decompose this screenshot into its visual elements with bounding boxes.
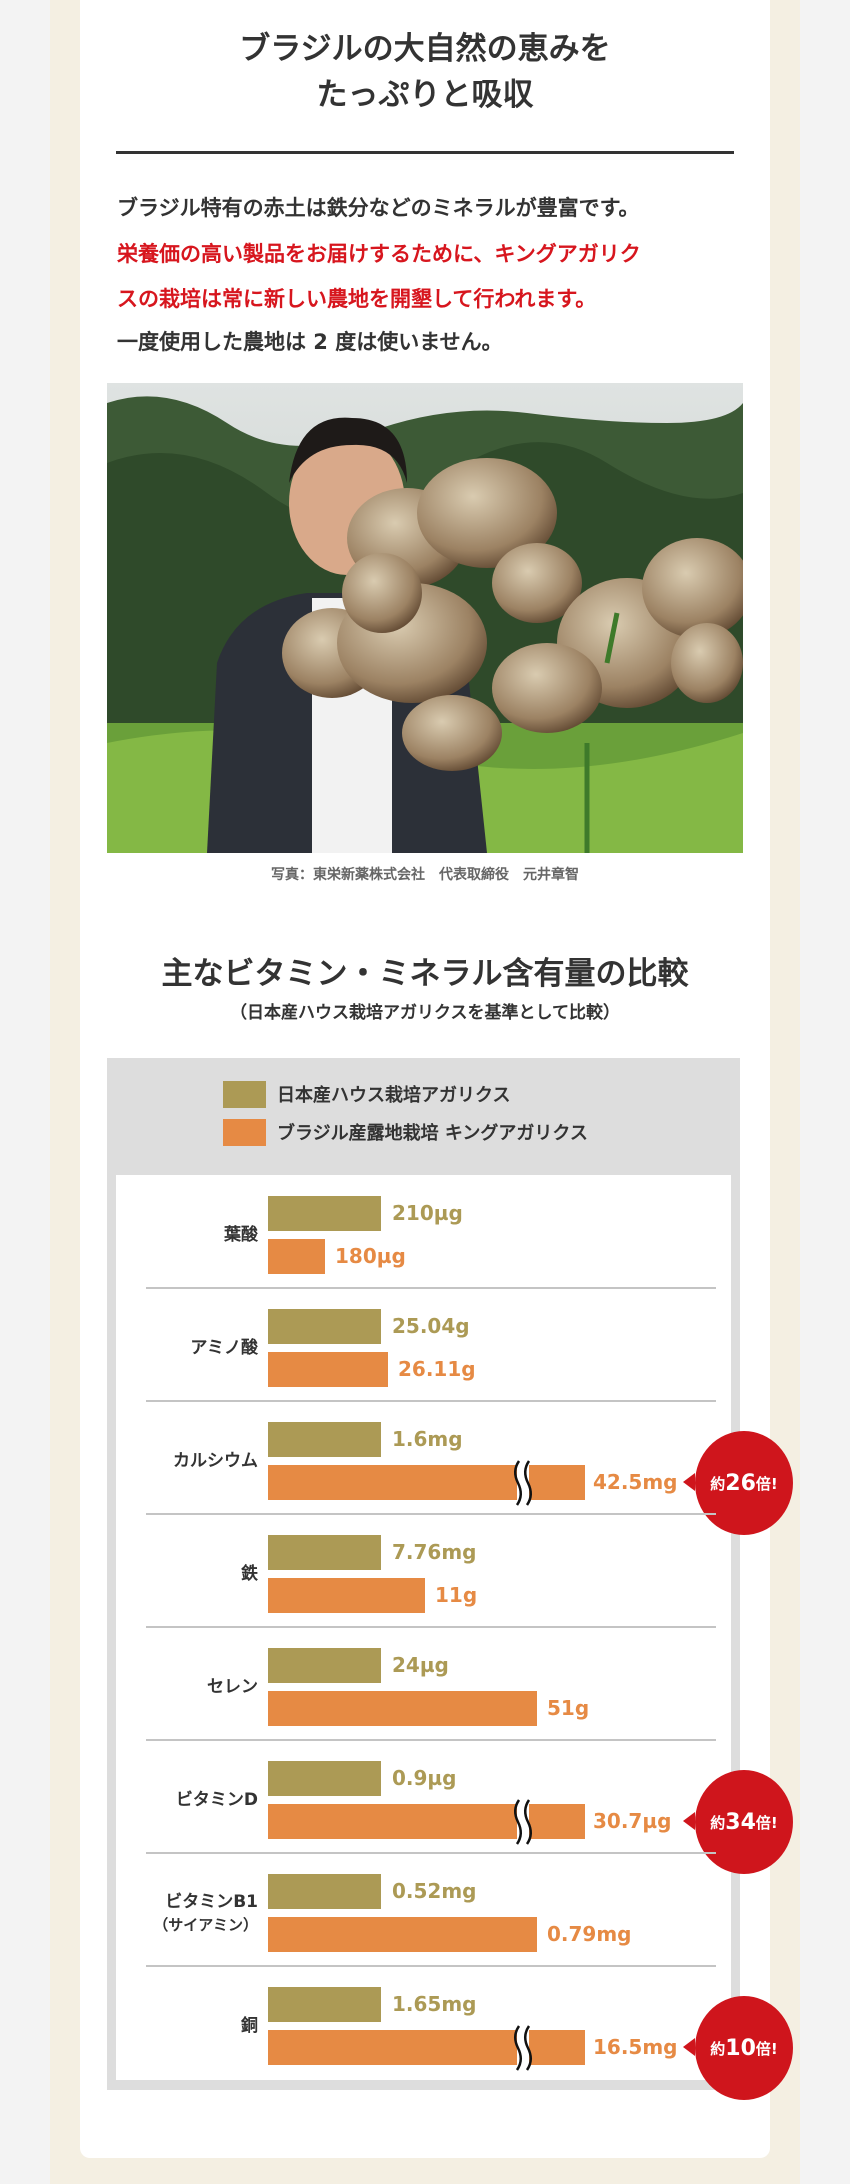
value-brazil: 30.7µg xyxy=(593,1809,672,1833)
row-separator xyxy=(146,1965,716,1967)
row-separator xyxy=(146,1626,716,1628)
value-japan: 24µg xyxy=(392,1653,449,1677)
badge-prefix: 約 xyxy=(710,2039,726,2058)
legend-swatch-japan xyxy=(223,1081,266,1108)
bar-brazil xyxy=(268,1239,325,1274)
section-title-line-2: たっぷりと吸収 xyxy=(316,77,534,113)
bar-brazil xyxy=(268,1917,537,1952)
value-japan: 0.9µg xyxy=(392,1766,457,1790)
badge-suffix: 倍! xyxy=(755,2039,778,2058)
value-brazil: 0.79mg xyxy=(547,1922,632,1946)
bar-brazil xyxy=(268,1352,388,1387)
badge-pointer xyxy=(683,1473,695,1491)
comparison-title: 主なビタミン・ミネラル含有量の比較 xyxy=(161,956,689,992)
legend-label-brazil: ブラジル産露地栽培 キングアガリクス xyxy=(277,1123,588,1144)
row-label: 葉酸 xyxy=(224,1225,258,1245)
row-separator xyxy=(146,1513,716,1515)
value-brazil: 11g xyxy=(435,1583,478,1607)
legend-swatch-brazil xyxy=(223,1119,266,1146)
badge-pointer xyxy=(683,2038,695,2056)
photo-caption: 写真：東栄新薬株式会社 代表取締役 元井章智 xyxy=(271,867,579,883)
paragraph-line-4: 一度使用した農地は 2 度は使いません。 xyxy=(117,330,503,354)
row-label: セレン xyxy=(207,1677,258,1697)
row-label: 銅 xyxy=(241,2016,258,2036)
comparison-subtitle: （日本産ハウス栽培アガリクスを基準として比較） xyxy=(230,1003,620,1023)
value-brazil: 26.11g xyxy=(398,1357,476,1381)
value-japan: 25.04g xyxy=(392,1314,470,1338)
badge-number: 10 xyxy=(725,2035,756,2061)
badge-suffix: 倍! xyxy=(755,1813,778,1832)
row-separator xyxy=(146,1852,716,1854)
value-japan: 210µg xyxy=(392,1201,463,1225)
legend-label-japan: 日本産ハウス栽培アガリクス xyxy=(277,1085,511,1106)
row-label: カルシウム xyxy=(173,1451,258,1471)
bar-japan xyxy=(268,1535,381,1570)
bar-japan xyxy=(268,1761,381,1796)
ratio-badge: 約 34 倍! xyxy=(695,1770,793,1874)
axis-break-icon xyxy=(510,1798,540,1846)
bar-japan xyxy=(268,1309,381,1344)
section-title-line-1: ブラジルの大自然の恵みを xyxy=(239,31,611,67)
paragraph-line-2-highlight: 栄養価の高い製品をお届けするために、キングアガリク xyxy=(117,242,641,266)
axis-break-icon xyxy=(510,2024,540,2072)
bar-japan xyxy=(268,1196,381,1231)
bar-brazil xyxy=(268,1578,425,1613)
row-label: アミノ酸 xyxy=(190,1338,258,1358)
row-separator xyxy=(146,1287,716,1289)
value-japan: 1.65mg xyxy=(392,1992,477,2016)
bar-japan xyxy=(268,1648,381,1683)
bar-japan xyxy=(268,1874,381,1909)
value-japan: 0.52mg xyxy=(392,1879,477,1903)
title-divider xyxy=(116,151,734,154)
badge-number: 34 xyxy=(725,1809,756,1835)
row-label: ビタミンD xyxy=(175,1790,258,1810)
badge-pointer xyxy=(683,1812,695,1830)
row-separator xyxy=(146,1400,716,1402)
badge-prefix: 約 xyxy=(710,1813,726,1832)
value-japan: 7.76mg xyxy=(392,1540,477,1564)
badge-prefix: 約 xyxy=(710,1474,726,1493)
bar-brazil xyxy=(268,2030,585,2065)
bar-brazil xyxy=(268,1465,585,1500)
paragraph-line-3-highlight: スの栽培は常に新しい農地を開墾して行われます。 xyxy=(117,287,597,311)
row-separator xyxy=(146,1739,716,1741)
bar-brazil xyxy=(268,1804,585,1839)
value-brazil: 16.5mg xyxy=(593,2035,678,2059)
value-brazil: 42.5mg xyxy=(593,1470,678,1494)
value-brazil: 180µg xyxy=(335,1244,406,1268)
row-label: ビタミンB1 xyxy=(165,1892,258,1912)
value-japan: 1.6mg xyxy=(392,1427,463,1451)
ratio-badge: 約 10 倍! xyxy=(695,1996,793,2100)
badge-suffix: 倍! xyxy=(755,1474,778,1493)
ratio-badge: 約 26 倍! xyxy=(695,1431,793,1535)
badge-number: 26 xyxy=(725,1470,756,1496)
bar-japan xyxy=(268,1987,381,2022)
row-label: 鉄 xyxy=(241,1564,258,1584)
axis-break-icon xyxy=(510,1459,540,1507)
row-sublabel: （サイアミン） xyxy=(153,1916,258,1934)
paragraph-line-1: ブラジル特有の赤土は鉄分などのミネラルが豊富です。 xyxy=(117,196,640,220)
value-brazil: 51g xyxy=(547,1696,590,1720)
bar-japan xyxy=(268,1422,381,1457)
bar-brazil xyxy=(268,1691,537,1726)
farm-photo xyxy=(107,383,743,853)
